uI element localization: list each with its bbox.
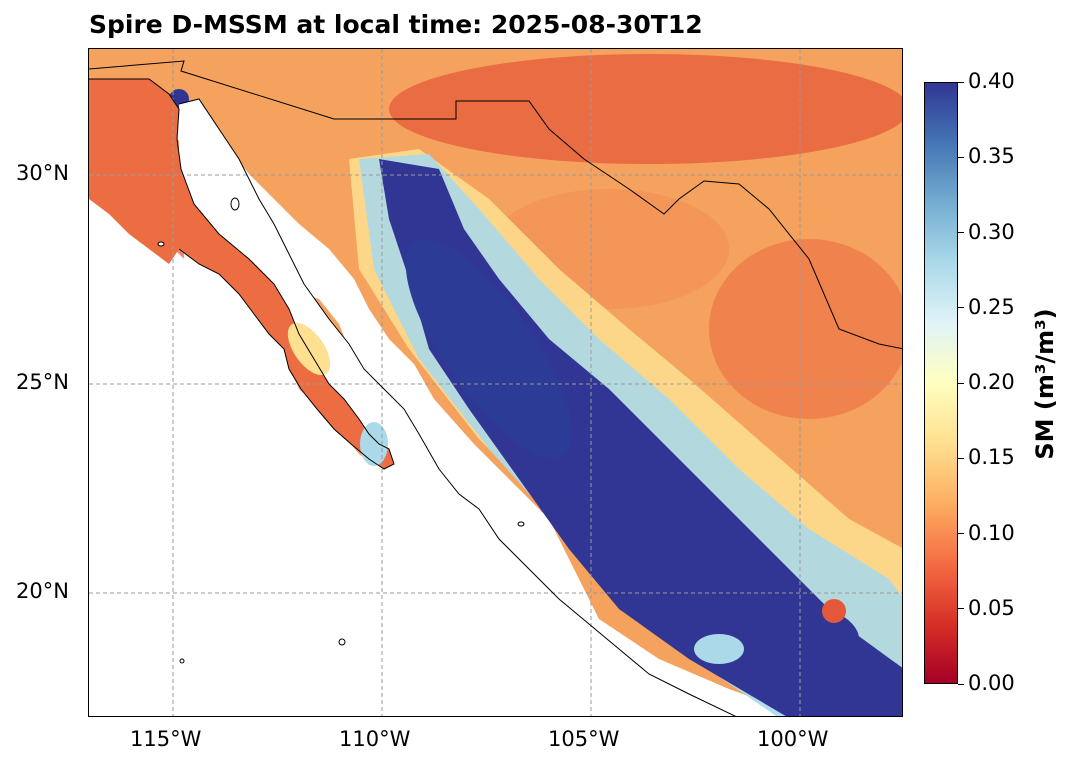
map-svg [89,49,902,716]
colorbar-tick [958,533,964,534]
borders [89,60,902,716]
dry-region-east [709,239,902,419]
colorbar-tick-label: 0.25 [968,294,1015,319]
colorbar-tick [958,382,964,384]
x-tick-105w: 105°W [548,727,620,751]
baja-south-tip-moist [360,422,388,466]
map-title: Spire D-MSSM at local time: 2025-08-30T1… [89,10,703,39]
wet-core [405,239,573,459]
colorbar-tick-label: 0.35 [968,144,1015,169]
baja-coastline [89,78,395,470]
colorbar-tick-label: 0.40 [968,69,1015,93]
colorbar-tick-label: 0.05 [968,595,1015,620]
colorbar-tick-label: 0.00 [968,671,1015,695]
y-tick-30n: 30°N [16,161,69,185]
colorbar [924,82,958,684]
colorbar-tick-label: 0.10 [968,520,1015,545]
south-light-spot [694,634,744,664]
highland-dry-spot [822,599,846,623]
dry-region-north [389,54,902,164]
colorbar-tick [958,608,964,610]
mainland-coastline [178,98,736,716]
colorbar-tick [958,156,964,158]
pacific-ocean [89,89,733,716]
colorbar-tick [958,232,964,233]
colorbar-tick [958,683,964,685]
y-tick-25n: 25°N [16,370,69,394]
colorbar-tick-label: 0.20 [968,370,1015,394]
colorbar-tick [958,457,964,459]
us-mexico-border [89,60,902,350]
x-tick-110w: 110°W [339,727,411,751]
colorbar-tick-label: 0.15 [968,445,1015,470]
colorbar-tick [958,81,964,83]
baja-mid-moist [287,322,331,376]
gridlines [89,49,902,716]
islands [157,197,525,664]
y-tick-20n: 20°N [16,579,69,603]
colorbar-tick-label: 0.30 [968,219,1015,244]
colorbar-tick [958,307,964,309]
map-panel[interactable] [88,48,903,717]
gulf-of-california [89,99,735,716]
x-tick-100w: 100°W [757,727,829,751]
colorbar-label: SM (m³/m³) [1031,308,1059,460]
x-tick-115w: 115°W [130,727,202,751]
wet-band [379,159,902,716]
